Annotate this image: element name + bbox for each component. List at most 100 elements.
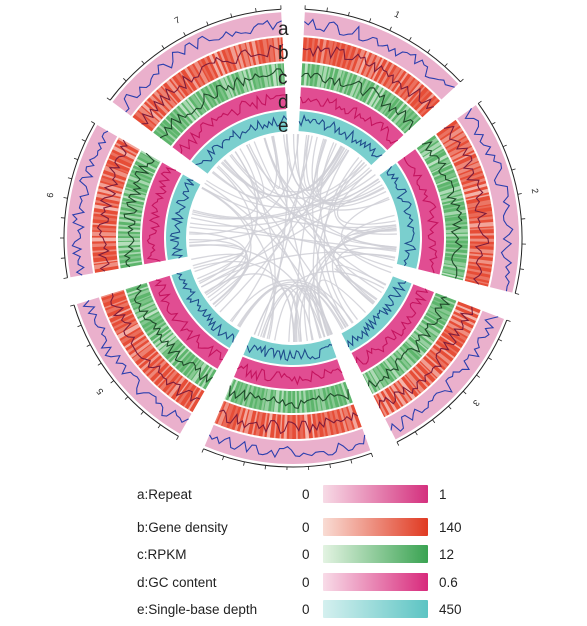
- gc-content-ring: [234, 356, 345, 390]
- rpkm-ring-stripe: [432, 167, 454, 178]
- gene-density-ring-stripe: [454, 156, 479, 171]
- rpkm-ring-stripe: [194, 92, 208, 112]
- gene-density-ring-line: [219, 409, 359, 435]
- rpkm-ring-stripe: [121, 200, 144, 207]
- gene-density-ring-stripe: [468, 258, 493, 265]
- rpkm-ring-stripe: [140, 312, 161, 327]
- synteny-link: [193, 260, 296, 342]
- rpkm-ring-stripe: [411, 332, 431, 349]
- gene-density-ring-stripe: [93, 259, 118, 264]
- gene-density-ring-stripe: [469, 221, 494, 228]
- chromosome-sector-6: 6: [45, 121, 201, 279]
- gene-density-ring-stripe: [454, 308, 478, 322]
- gene-density-ring-stripe: [126, 337, 149, 354]
- chromosome-label: 6: [45, 192, 56, 199]
- synteny-link: [191, 253, 249, 306]
- synteny-link: [224, 159, 347, 329]
- rpkm-ring-stripe: [285, 390, 289, 413]
- chromosome-sector-3: 3: [341, 276, 511, 446]
- rpkm-ring-line: [123, 152, 155, 268]
- gene-density-ring-stripe: [469, 227, 494, 231]
- synteny-link: [303, 134, 345, 191]
- axis-tick: [230, 13, 233, 18]
- gene-density-ring: [436, 119, 494, 287]
- rpkm-ring-stripe: [426, 310, 447, 324]
- rpkm-ring-stripe: [148, 323, 168, 339]
- axis-tick: [63, 197, 68, 199]
- legend-row-gene-density: b:Gene density 0 140: [137, 518, 467, 538]
- axis-tick: [502, 144, 507, 148]
- gene-density-ring-stripe: [92, 231, 117, 237]
- rpkm-ring-stripe: [440, 190, 463, 200]
- rpkm-ring-stripe: [200, 368, 215, 388]
- synteny-link: [263, 134, 289, 339]
- rpkm-ring-stripe: [444, 214, 467, 219]
- rpkm-ring-stripe: [389, 102, 406, 121]
- synteny-link: [229, 154, 397, 249]
- rpkm-ring-stripe: [181, 355, 197, 374]
- chromosome-sector-1: 1: [298, 5, 464, 166]
- gene-density-ring-stripe: [358, 51, 370, 75]
- chromosome-sector-7: 7: [106, 5, 288, 174]
- rpkm-ring-stripe: [445, 242, 468, 246]
- axis-tick: [476, 374, 480, 378]
- rpkm-ring-stripe: [333, 385, 341, 407]
- gene-density-ring-stripe: [401, 78, 419, 100]
- gene-density-ring-line: [302, 45, 434, 110]
- gene-density-ring-stripe: [468, 216, 494, 222]
- legend-min: 0: [302, 602, 310, 617]
- gene-density-ring-stripe: [168, 376, 186, 398]
- gene-density-ring-stripe: [434, 343, 455, 359]
- gene-density-ring-stripe: [320, 412, 326, 437]
- rpkm-ring-stripe: [241, 384, 251, 407]
- synteny-link: [188, 239, 249, 305]
- rpkm-ring-stripe: [119, 209, 143, 216]
- gc-content-ring-line: [356, 288, 429, 365]
- rpkm-ring-stripe: [442, 268, 465, 277]
- rpkm-ring-line: [228, 385, 349, 410]
- gene-density-ring-stripe: [348, 47, 360, 71]
- gene-density-ring-stripe: [198, 59, 212, 82]
- axis-tick: [157, 424, 161, 429]
- gene-density-ring-stripe: [342, 406, 354, 431]
- synteny-link: [238, 284, 314, 341]
- gene-density-ring-line: [443, 125, 490, 285]
- axis-tick: [396, 441, 400, 446]
- gene-density-ring: [373, 301, 481, 418]
- rpkm-ring-stripe: [245, 385, 255, 408]
- legend-min: 0: [302, 575, 310, 590]
- axis-tick: [519, 268, 524, 270]
- gene-density-ring-stripe: [112, 145, 136, 160]
- gene-density-ring-stripe: [314, 413, 321, 438]
- rpkm-ring-stripe: [118, 238, 141, 242]
- synteny-link: [201, 187, 252, 308]
- repeat-ring-line: [390, 316, 499, 432]
- rpkm-ring-stripe: [445, 247, 468, 251]
- depth-ring-line: [195, 115, 288, 166]
- synteny-link: [219, 148, 348, 313]
- rpkm-ring-stripe: [178, 103, 196, 123]
- synteny-link: [311, 136, 385, 205]
- gene-density-ring-stripe: [104, 299, 128, 309]
- axis-tick: [243, 461, 245, 466]
- rpkm-ring-stripe: [420, 141, 442, 157]
- rpkm-ring: [416, 135, 468, 281]
- rpkm-ring-stripe: [353, 77, 365, 99]
- gene-density-ring-stripe: [388, 69, 405, 91]
- synteny-links: [188, 133, 397, 343]
- repeat-ring-line: [71, 130, 109, 276]
- axis-tick: [140, 411, 144, 415]
- gc-content-ring-line: [146, 167, 177, 262]
- gene-density-ring-stripe: [420, 358, 441, 378]
- depth-ring-line: [347, 281, 407, 348]
- gene-density-ring-stripe: [174, 73, 192, 95]
- gene-density-ring-stripe: [208, 54, 222, 78]
- gene-density-ring-stripe: [92, 222, 117, 227]
- axis-tick: [97, 362, 102, 366]
- gene-density-ring-stripe: [129, 341, 151, 358]
- rpkm-ring-stripe: [307, 63, 313, 86]
- circos-plot: 1 2 3 4 5 6 7: [45, 5, 540, 470]
- gene-density-ring-stripe: [164, 374, 182, 395]
- gene-density-ring-stripe: [234, 407, 244, 432]
- ring-letter-b: b: [278, 43, 289, 64]
